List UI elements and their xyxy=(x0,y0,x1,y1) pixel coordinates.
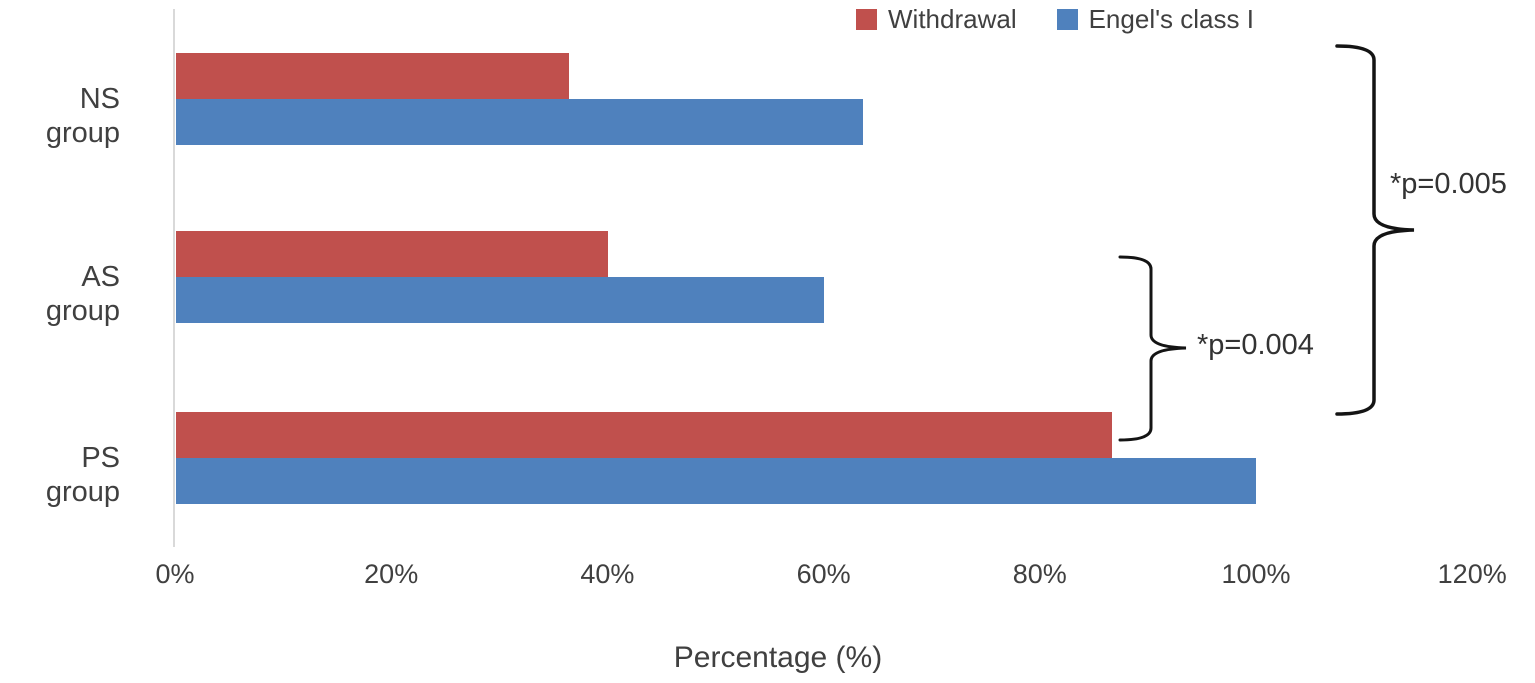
x-tick-40pct: 40% xyxy=(580,559,635,589)
bar-as-group-engel-s-class-i xyxy=(176,277,824,323)
bar-ps-group-withdrawal xyxy=(176,412,1112,458)
x-tick-80pct: 80% xyxy=(1012,559,1067,589)
legend-swatch-withdrawal xyxy=(856,9,877,30)
bar-ns-group-engel-s-class-i xyxy=(176,99,863,145)
legend-label-withdrawal: Withdrawal xyxy=(888,4,1017,34)
legend-label-engels-class-i: Engel's class I xyxy=(1088,4,1254,34)
category-label-ns-group: NS group xyxy=(45,83,120,149)
category-label-ps-group: PS group xyxy=(45,442,120,508)
x-tick-100pct: 100% xyxy=(1221,559,1291,589)
bar-ns-group-withdrawal xyxy=(176,53,569,99)
legend: Withdrawal Engel's class I xyxy=(856,4,1254,35)
x-axis-title: Percentage (%) xyxy=(673,641,883,674)
category-axis-line xyxy=(173,9,175,547)
brace-p005 xyxy=(1335,44,1415,416)
legend-item-withdrawal: Withdrawal xyxy=(856,4,1017,35)
x-tick-60pct: 60% xyxy=(796,559,851,589)
p-value-label-0005: *p=0.005 xyxy=(1390,168,1507,200)
bar-ps-group-engel-s-class-i xyxy=(176,458,1256,504)
legend-item-engels-class-i: Engel's class I xyxy=(1056,4,1254,35)
x-tick-0pct: 0% xyxy=(155,559,195,589)
p-value-label-0004: *p=0.004 xyxy=(1197,329,1314,361)
legend-swatch-engels-class-i xyxy=(1056,9,1078,30)
x-tick-20pct: 20% xyxy=(364,559,419,589)
x-tick-120pct: 120% xyxy=(1437,559,1507,589)
brace-p004 xyxy=(1118,255,1187,442)
bar-as-group-withdrawal xyxy=(176,231,608,277)
category-label-as-group: AS group xyxy=(45,261,120,327)
